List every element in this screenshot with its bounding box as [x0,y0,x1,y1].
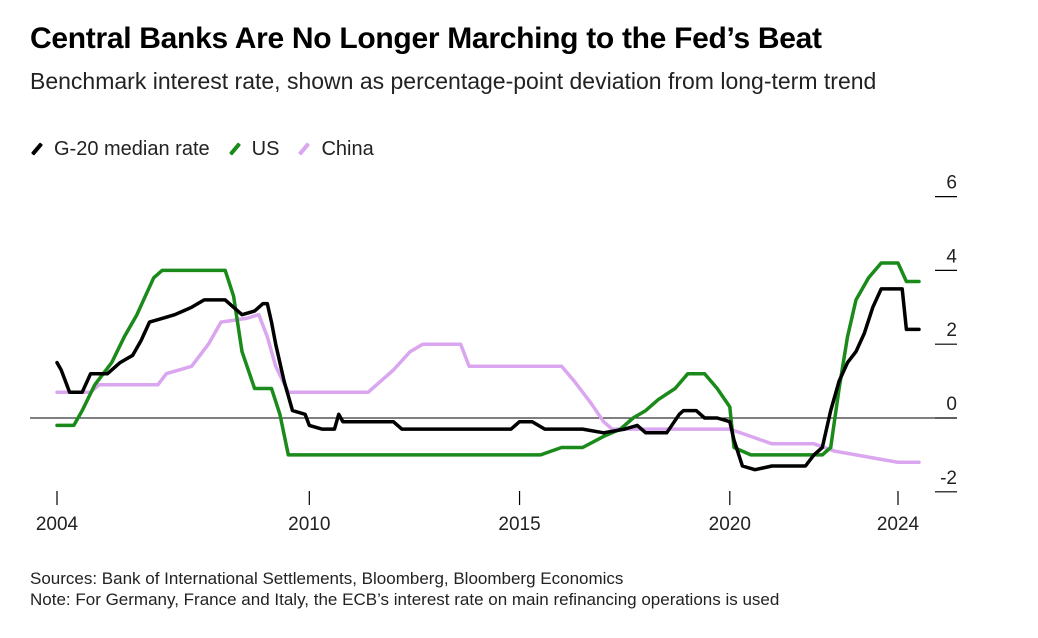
legend-label-g20: G-20 median rate [54,137,210,160]
footer: Sources: Bank of International Settlemen… [30,568,779,610]
series-line-g20 [55,287,921,472]
series-line-us [55,261,921,457]
footnote: Note: For Germany, France and Italy, the… [30,590,780,609]
x-tick-label-2024: 2024 [877,514,920,535]
legend-item-g20: G-20 median rate [30,138,210,161]
legend-label-us: US [251,137,280,160]
x-tick-label-2004: 2004 [36,514,79,535]
legend-item-us: US [228,137,280,161]
y-tick-label-0: 0 [946,394,957,415]
y-tick-label-4: 4 [946,246,957,267]
legend-label-china: China [321,137,374,160]
legend: G-20 median rate US China [30,136,392,162]
x-tick-label-2015: 2015 [498,514,540,535]
y-tick-label-6: 6 [946,173,957,194]
series-line-china [55,312,921,465]
chart-title: Central Banks Are No Longer Marching to … [30,22,822,55]
y-tick-label--2: -2 [940,468,957,489]
chart-subtitle: Benchmark interest rate, shown as percen… [30,68,877,94]
sources-note: Sources: Bank of International Settlemen… [30,569,624,588]
x-tick-label-2020: 2020 [709,514,751,535]
x-tick-label-2010: 2010 [288,514,330,535]
y-tick-label-2: 2 [946,320,957,341]
legend-item-china: China [297,137,374,161]
